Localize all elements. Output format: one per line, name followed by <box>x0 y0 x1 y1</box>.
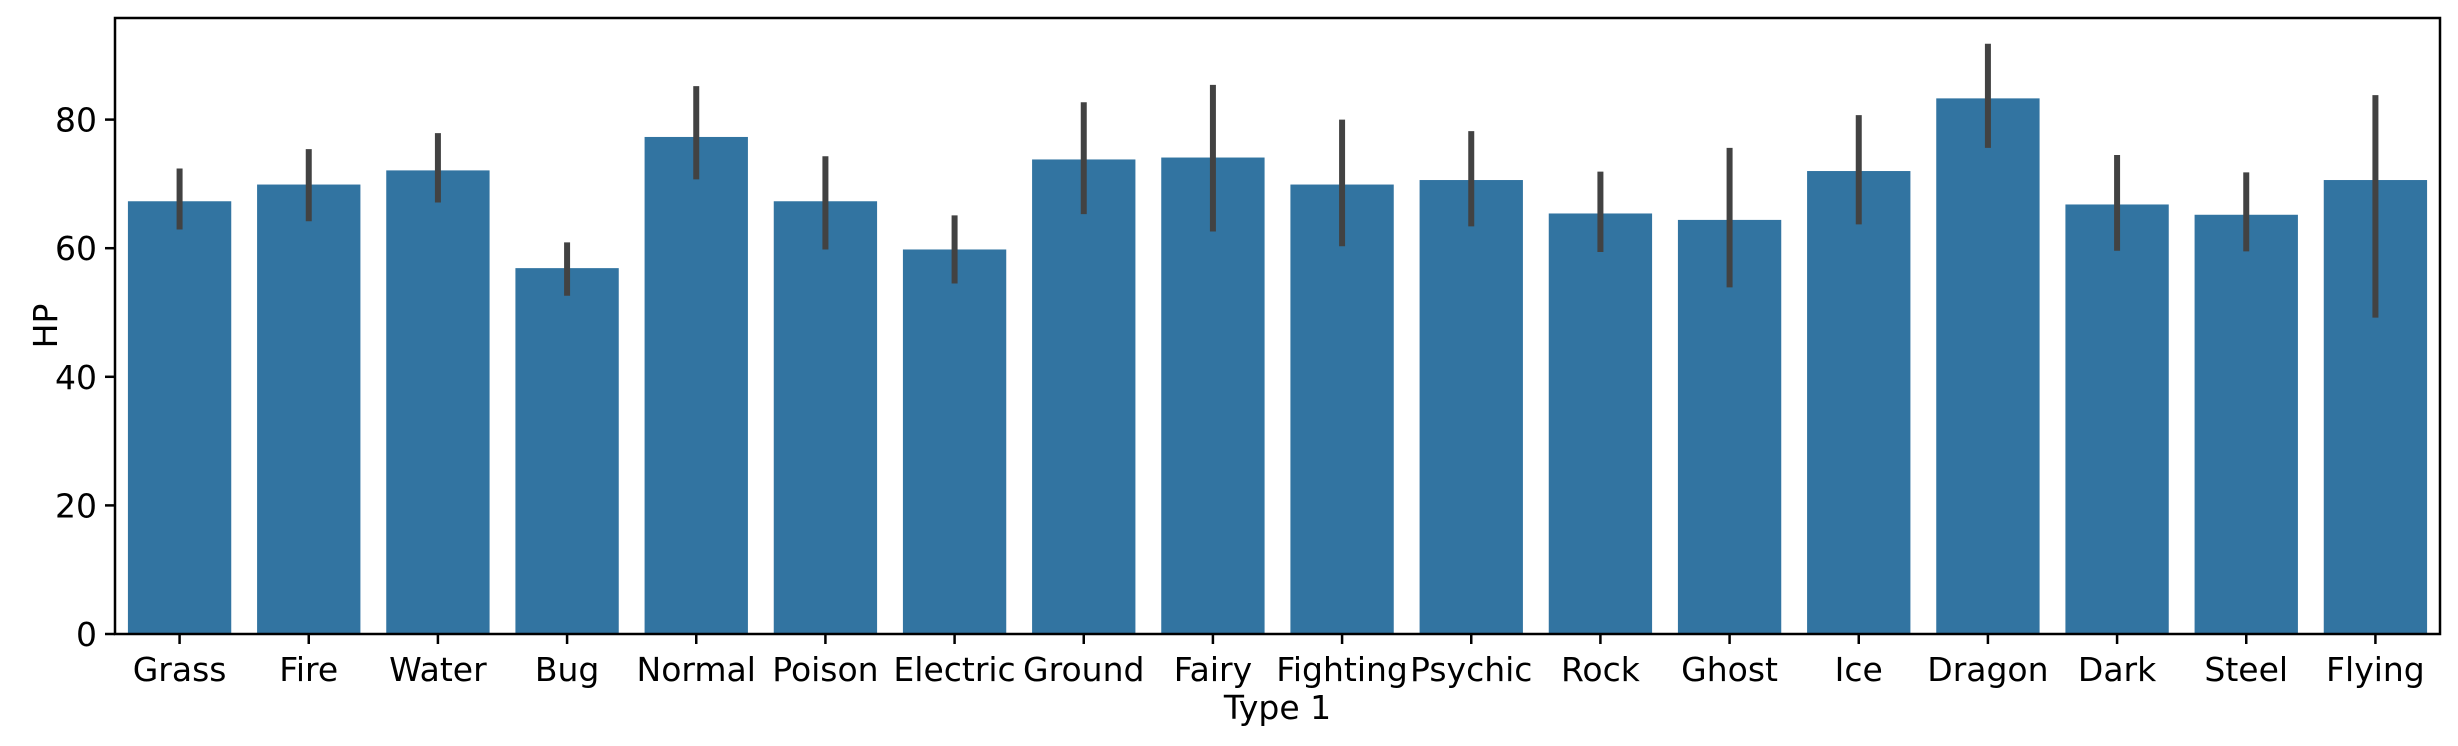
bar-normal <box>644 136 748 634</box>
x-tick-label-ghost: Ghost <box>1681 650 1778 689</box>
y-tick-label-80: 80 <box>55 101 97 140</box>
y-tick-label-0: 0 <box>76 615 97 654</box>
bar-water <box>386 170 490 634</box>
x-tick-label-bug: Bug <box>535 650 600 689</box>
x-tick-label-water: Water <box>389 650 487 689</box>
y-axis-label: HP <box>26 304 65 349</box>
bar-dragon <box>1936 98 2040 634</box>
x-tick-label-dark: Dark <box>2078 650 2157 689</box>
bar-rock <box>1548 213 1653 634</box>
x-tick-label-normal: Normal <box>637 650 756 689</box>
bar-fire <box>257 184 361 634</box>
bar-psychic <box>1419 180 1523 634</box>
bar-ice <box>1807 171 1911 634</box>
x-tick-label-fire: Fire <box>279 650 338 689</box>
bar-fairy <box>1161 157 1265 635</box>
bar-ghost <box>1677 219 1782 634</box>
bar-electric <box>902 249 1007 635</box>
x-tick-label-dragon: Dragon <box>1927 650 2048 689</box>
x-tick-label-fairy: Fairy <box>1174 650 1252 689</box>
x-tick-label-fighting: Fighting <box>1276 650 1408 689</box>
y-tick-label-40: 40 <box>55 358 97 397</box>
x-tick-label-psychic: Psychic <box>1410 650 1532 689</box>
x-tick-label-grass: Grass <box>133 650 227 689</box>
x-tick-label-ground: Ground <box>1023 650 1144 689</box>
x-tick-label-flying: Flying <box>2326 650 2425 689</box>
x-tick-label-poison: Poison <box>772 650 878 689</box>
x-tick-label-electric: Electric <box>893 650 1015 689</box>
x-tick-label-steel: Steel <box>2204 650 2288 689</box>
bar-grass <box>127 201 232 635</box>
x-tick-label-ice: Ice <box>1835 650 1883 689</box>
x-axis-label: Type 1 <box>1223 688 1331 727</box>
x-tick-label-rock: Rock <box>1561 650 1641 689</box>
y-tick-label-60: 60 <box>55 229 97 268</box>
bar-poison <box>773 201 878 635</box>
bar-bug <box>515 268 619 634</box>
bar-ground <box>1032 159 1136 635</box>
bar-fighting <box>1290 184 1394 634</box>
y-tick-label-20: 20 <box>55 486 97 525</box>
plot-border <box>113 16 2442 636</box>
bar-dark <box>2065 204 2169 635</box>
bar-steel <box>2194 214 2298 634</box>
